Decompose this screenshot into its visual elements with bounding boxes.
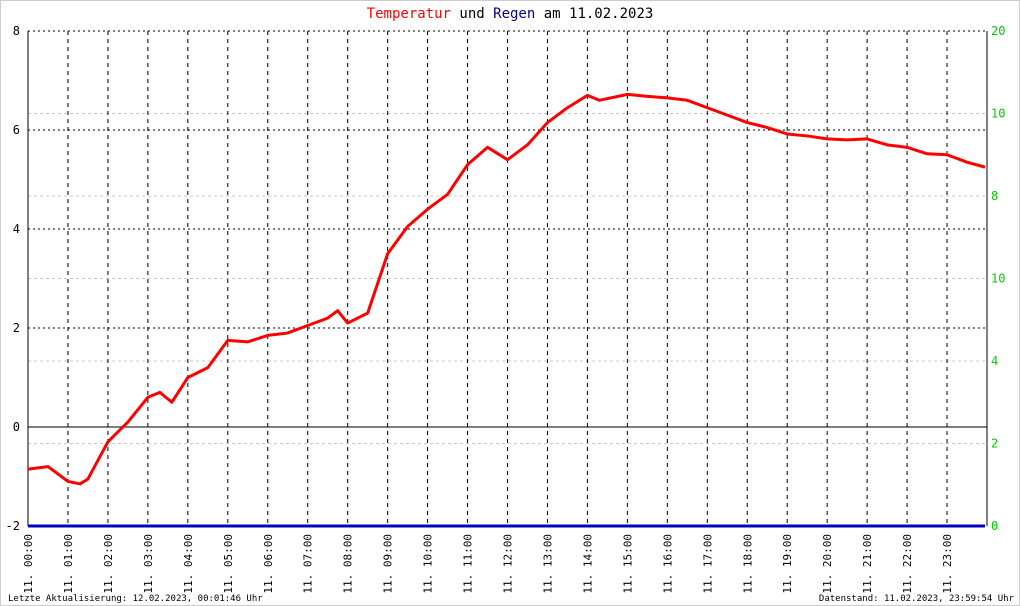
- y2-tick-label: 0: [991, 519, 998, 533]
- x-tick-label: 11. 02:00: [102, 534, 115, 594]
- y-tick-label: 0: [13, 420, 20, 434]
- y2-tick-label: 4: [991, 354, 998, 368]
- x-tick-label: 11. 09:00: [382, 534, 395, 594]
- x-tick-label: 11. 11:00: [462, 534, 475, 594]
- y2-tick-label: 10: [991, 107, 1005, 121]
- x-tick-label: 11. 16:00: [661, 534, 674, 594]
- x-tick-label: 11. 06:00: [262, 534, 275, 594]
- title-part: und: [459, 6, 484, 22]
- title-part: Regen: [493, 6, 535, 22]
- x-tick-label: 11. 03:00: [142, 534, 155, 594]
- y2-tick-label: 8: [991, 189, 998, 203]
- x-tick-label: 11. 18:00: [741, 534, 754, 594]
- x-tick-label: 11. 21:00: [861, 534, 874, 594]
- title-part: am 11.02.2023: [544, 6, 654, 22]
- y-tick-label: 8: [13, 24, 20, 38]
- x-tick-label: 11. 23:00: [941, 534, 954, 594]
- x-tick-label: 11. 15:00: [621, 534, 634, 594]
- y-tick-label: -2: [6, 519, 20, 533]
- x-tick-label: 11. 07:00: [302, 534, 315, 594]
- x-tick-label: 11. 17:00: [701, 534, 714, 594]
- x-tick-label: 11. 05:00: [222, 534, 235, 594]
- x-tick-label: 11. 19:00: [781, 534, 794, 594]
- y-tick-label: 6: [13, 123, 20, 137]
- y2-tick-label: 20: [991, 24, 1005, 38]
- y2-tick-label: 2: [991, 437, 998, 451]
- x-tick-label: 11. 14:00: [581, 534, 594, 594]
- x-tick-label: 11. 22:00: [901, 534, 914, 594]
- chart-title: Temperatur und Regen am 11.02.2023: [367, 6, 654, 22]
- x-tick-label: 11. 20:00: [821, 534, 834, 594]
- x-tick-label: 11. 10:00: [422, 534, 435, 594]
- y2-tick-label: 10: [991, 272, 1005, 286]
- footer-right: Datenstand: 11.02.2023, 23:59:54 Uhr: [819, 594, 1015, 604]
- title-part: Temperatur: [367, 6, 451, 22]
- x-tick-label: 11. 01:00: [62, 534, 75, 594]
- y-tick-label: 2: [13, 321, 20, 335]
- footer-left: Letzte Aktualisierung: 12.02.2023, 00:01…: [8, 594, 263, 604]
- y-tick-label: 4: [13, 222, 20, 236]
- x-tick-label: 11. 13:00: [541, 534, 554, 594]
- x-tick-label: 11. 08:00: [342, 534, 355, 594]
- series-line: [27, 92, 986, 486]
- x-tick-label: 11. 04:00: [182, 534, 195, 594]
- x-tick-label: 11. 00:00: [22, 534, 35, 594]
- x-tick-label: 11. 12:00: [502, 534, 515, 594]
